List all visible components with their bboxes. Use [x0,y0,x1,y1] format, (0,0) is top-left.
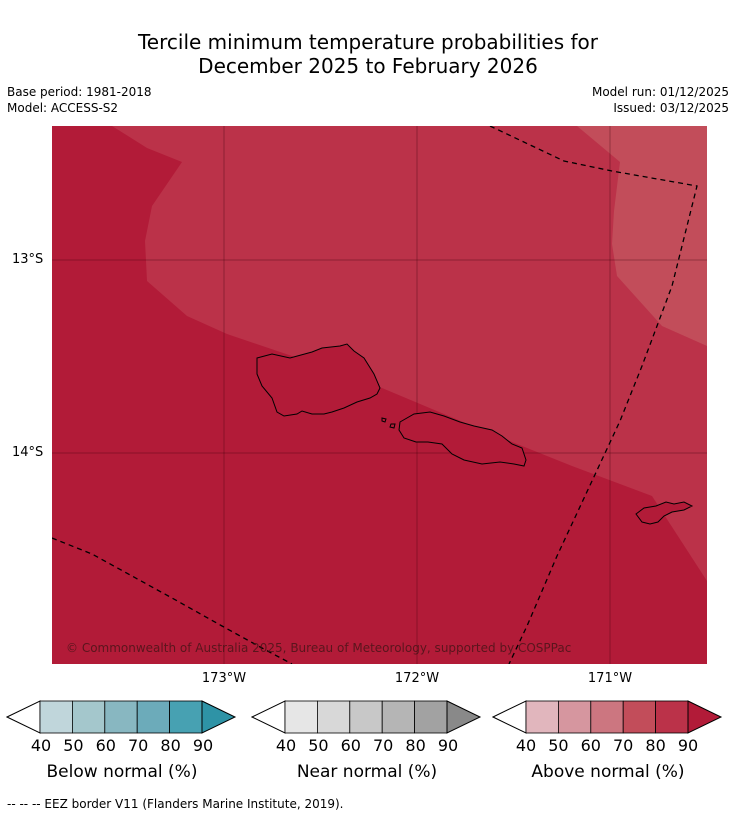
map-panel: © Commonwealth of Australia 2025, Bureau… [51,125,707,665]
lon-label-171w: 171°W [587,671,633,686]
colorbar-near-high-arrow [446,700,482,734]
colorbar-near-tick-80: 80 [405,736,426,755]
title-line-1: Tercile minimum temperature probabilitie… [137,30,599,54]
colorbar-near-swatch-50 [317,700,351,734]
colorbar-below-tick-90: 90 [192,736,214,755]
legend-above-label: Above normal (%) [531,762,685,782]
colorbar-above-swatch-50 [558,700,592,734]
islands [256,343,694,525]
colorbar-near-tick-90: 90 [437,736,459,755]
colorbar-near-tick-40: 40 [275,736,297,755]
colorbar-near-swatch-60 [349,700,383,734]
colorbar-below-tick-70: 70 [128,736,149,755]
eez-border-southwest [51,537,293,665]
island-upolu [398,411,527,467]
eez-footnote: -- -- -- EEZ border V11 (Flanders Marine… [7,797,344,811]
meta-left: Base period: 1981-2018 Model: ACCESS-S2 [7,84,152,116]
colorbar-near [251,700,482,734]
issued-date: Issued: 03/12/2025 [613,101,729,115]
colorbar-below-tick-40: 40 [30,736,52,755]
colorbar-above-tick-60: 60 [580,736,601,755]
colorbar-below-swatch-80 [169,700,203,734]
colorbar-below-swatches [39,700,203,734]
eez-border [51,125,698,665]
colorbar-below-swatch-60 [104,700,138,734]
colorbar-near-swatch-70 [381,700,415,734]
title-line-2: December 2025 to February 2026 [198,54,538,78]
graticule [52,126,707,664]
meta-right: Model run: 01/12/2025 Issued: 03/12/2025 [592,84,729,116]
lat-label-13s: 13°S [12,252,44,267]
legend-below-label: Below normal (%) [46,762,198,782]
colorbar-above-low-arrow [492,700,527,734]
colorbar-below-swatch-50 [72,700,106,734]
colorbar-above-tick-70: 70 [613,736,634,755]
lon-label-173w: 173°W [201,671,247,686]
colorbar-above-tick-90: 90 [677,736,699,755]
colorbar-near-tick-50: 50 [308,736,329,755]
colorbar-near-swatch-40 [284,700,318,734]
colorbar-near-swatches [284,700,448,734]
island-apolima [381,417,387,423]
colorbar-below-swatch-40 [39,700,73,734]
colorbar-above-tick-80: 80 [645,736,666,755]
eez-border-east [489,125,698,665]
colorbar-above-swatch-60 [590,700,624,734]
colorbar-below-tick-50: 50 [63,736,84,755]
colorbar-below-low-arrow [6,700,41,734]
model-run: Model run: 01/12/2025 [591,85,729,99]
colorbar-above-high-arrow [687,700,723,734]
legend-near-label: Near normal (%) [296,762,438,782]
copyright-notice: © Commonwealth of Australia 2025, Bureau… [66,641,572,655]
colorbar-below [6,700,237,734]
colorbar-above [492,700,723,734]
model-name: Model: ACCESS-S2 [7,101,119,115]
colorbar-above-tick-50: 50 [548,736,569,755]
lon-label-172w: 172°W [394,671,440,686]
colorbar-above-tick-40: 40 [515,736,537,755]
colorbar-near-tick-60: 60 [340,736,361,755]
colorbar-below-high-arrow [201,700,237,734]
region-above-80 [112,126,707,581]
colorbar-below-tick-60: 60 [95,736,116,755]
lat-label-14s: 14°S [12,445,44,460]
colorbar-near-low-arrow [251,700,286,734]
colorbar-near-swatch-80 [414,700,448,734]
island-manono [389,423,396,429]
colorbar-near-tick-70: 70 [373,736,394,755]
colorbar-above-swatch-40 [525,700,559,734]
map-canvas [51,125,707,665]
colorbar-above-swatch-70 [622,700,656,734]
island-tutuila [635,501,694,525]
colorbar-below-swatch-70 [136,700,170,734]
colorbar-below-tick-80: 80 [160,736,181,755]
base-period: Base period: 1981-2018 [7,85,152,99]
colorbar-above-swatch-80 [655,700,689,734]
region-above-70 [577,126,707,346]
colorbar-above-swatches [525,700,689,734]
island-savaii [256,343,381,417]
map-title: Tercile minimum temperature probabilitie… [0,30,736,78]
